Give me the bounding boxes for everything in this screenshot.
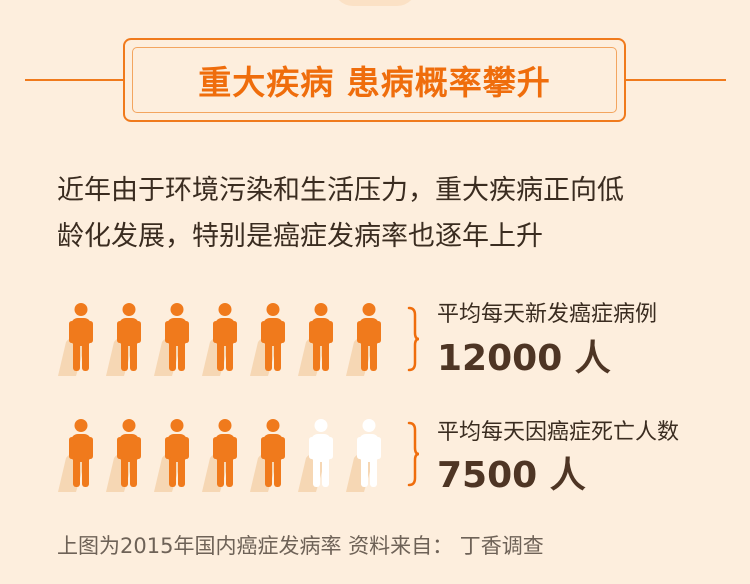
- title-line-left: [25, 79, 125, 81]
- page-title: 重大疾病 患病概率攀升: [198, 63, 551, 102]
- people-row-deaths: [56, 418, 396, 492]
- person-icon-filled: [104, 302, 151, 376]
- person-icon-filled: [200, 302, 247, 376]
- person-icon-filled: [344, 302, 391, 376]
- brace-icon: [407, 306, 420, 372]
- title-frame: 重大疾病 患病概率攀升: [123, 38, 626, 122]
- intro-line-1: 近年由于环境污染和生活压力，重大疾病正向低: [57, 175, 624, 206]
- stat-value-deaths: 7500 人: [437, 455, 586, 496]
- top-decoration: [333, 0, 417, 6]
- source-note: 上图为2015年国内癌症发病率 资料来自： 丁香调查: [57, 534, 544, 558]
- person-icon-filled: [248, 418, 295, 492]
- title-line-right: [626, 79, 726, 81]
- person-icon-filled: [56, 418, 103, 492]
- person-icon-filled: [56, 302, 103, 376]
- people-row-new-cases: [56, 302, 396, 376]
- person-icon-filled: [248, 302, 295, 376]
- title-inner-frame: 重大疾病 患病概率攀升: [132, 47, 617, 113]
- person-icon-empty: [296, 418, 343, 492]
- person-icon-filled: [152, 302, 199, 376]
- stat-label-new-cases: 平均每天新发癌症病例: [437, 302, 658, 327]
- person-icon-filled: [152, 418, 199, 492]
- person-icon-empty: [344, 418, 391, 492]
- person-icon-filled: [200, 418, 247, 492]
- person-icon-filled: [296, 302, 343, 376]
- intro-paragraph: 近年由于环境污染和生活压力，重大疾病正向低 龄化发展，特别是癌症发病率也逐年上升: [57, 168, 707, 260]
- stat-value-new-cases: 12000 人: [437, 338, 611, 379]
- intro-line-2: 龄化发展，特别是癌症发病率也逐年上升: [57, 221, 543, 252]
- brace-icon: [407, 421, 420, 487]
- person-icon-filled: [104, 418, 151, 492]
- stat-label-deaths: 平均每天因癌症死亡人数: [437, 420, 680, 445]
